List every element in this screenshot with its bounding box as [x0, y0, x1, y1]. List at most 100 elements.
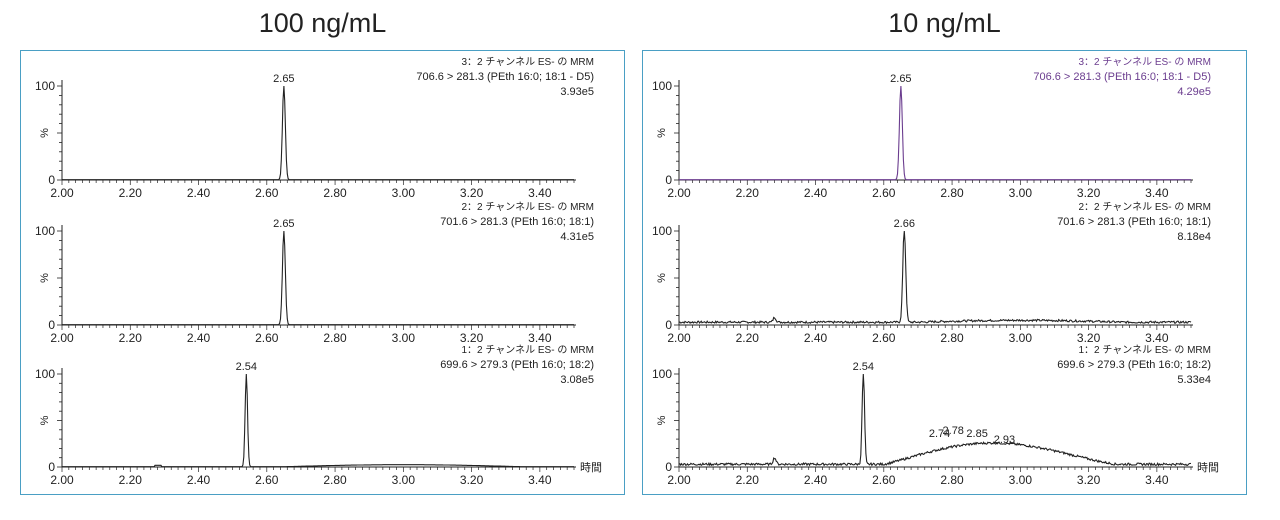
peak-label: 2.54	[236, 361, 257, 373]
x-tick-label: 3.40	[1145, 473, 1169, 487]
x-tick-label: 3.00	[1009, 473, 1033, 487]
x-tick-label: 3.40	[1145, 331, 1169, 345]
trace-header: 1：2 チャンネル ES- の MRM	[1079, 344, 1212, 356]
y-label-100: 100	[35, 224, 55, 238]
trace-intensity: 4.29e5	[1177, 86, 1211, 98]
x-tick-label: 3.20	[460, 331, 484, 345]
chromatogram-0-0: 100% 02.00 2.20 2.40 2.60 2.80 3.00 3.20 3.40 3：2…	[35, 56, 594, 200]
minor-peak-label: 2.74	[929, 428, 950, 440]
x-tick-label: 2.20	[119, 473, 143, 487]
panel-title-right: 10 ng/mL	[888, 8, 1001, 38]
x-tick-label: 3.20	[1077, 186, 1101, 200]
panel-left	[20, 50, 625, 495]
x-tick-label: 3.00	[1009, 331, 1033, 345]
y-label-0: 0	[665, 173, 672, 187]
y-label-0: 0	[665, 318, 672, 332]
x-tick-label: 3.00	[392, 473, 416, 487]
trace-header: 3：2 チャンネル ES- の MRM	[1079, 56, 1212, 68]
trace-line	[678, 373, 1192, 467]
x-tick-label: 3.20	[460, 186, 484, 200]
y-label-0: 0	[48, 318, 55, 332]
x-tick-label: 3.40	[528, 186, 552, 200]
minor-peak-label: 2.78	[943, 425, 964, 437]
trace-transition: 701.6 > 281.3 (PEth 16:0; 18:1)	[440, 216, 594, 228]
x-tick-label: 2.60	[872, 186, 896, 200]
x-tick-label: 2.20	[736, 331, 760, 345]
panel-title-left: 100 ng/mL	[258, 8, 387, 38]
trace-transition: 701.6 > 281.3 (PEth 16:0; 18:1)	[1057, 216, 1211, 228]
y-label-0: 0	[48, 460, 55, 474]
x-tick-label: 2.00	[667, 331, 691, 345]
chromatogram-0-1: 100% 02.00 2.20 2.40 2.60 2.80 3.00 3.20 3.40 2：2…	[35, 201, 594, 345]
y-label-percent: %	[39, 128, 51, 138]
trace-line	[679, 85, 1191, 181]
x-tick-label: 2.40	[804, 331, 828, 345]
trace-transition: 699.6 > 279.3 (PEth 16:0; 18:2)	[440, 359, 594, 371]
y-label-percent: %	[39, 273, 51, 283]
trace-line	[678, 230, 1192, 325]
trace-intensity: 8.18e4	[1177, 231, 1211, 243]
chromatogram-1-0: 100% 02.00 2.20 2.40 2.60 2.80 3.00 3.20 3.40 3：2…	[652, 56, 1211, 200]
trace-header: 2：2 チャンネル ES- の MRM	[1079, 201, 1212, 213]
trace-header: 3：2 チャンネル ES- の MRM	[462, 56, 595, 68]
trace-line	[62, 230, 574, 326]
x-tick-label: 2.00	[667, 186, 691, 200]
trace-intensity: 3.93e5	[560, 86, 594, 98]
x-tick-label: 2.60	[872, 331, 896, 345]
x-tick-label: 2.00	[50, 473, 74, 487]
x-tick-label: 3.20	[1077, 473, 1101, 487]
x-tick-label: 2.00	[50, 331, 74, 345]
x-tick-label: 2.80	[940, 331, 964, 345]
x-tick-label: 3.20	[1077, 331, 1101, 345]
y-label-100: 100	[35, 367, 55, 381]
y-label-100: 100	[35, 79, 55, 93]
peak-label: 2.65	[273, 73, 294, 85]
y-label-100: 100	[652, 367, 672, 381]
x-tick-label: 2.80	[323, 186, 347, 200]
x-tick-label: 2.20	[119, 186, 143, 200]
x-tick-label: 3.40	[1145, 186, 1169, 200]
trace-header: 1：2 チャンネル ES- の MRM	[462, 344, 595, 356]
y-label-percent: %	[39, 415, 51, 425]
x-axis-unit: 時間	[580, 461, 602, 474]
chromatogram-1-2: 100% 02.00 2.20 2.40 2.60 2.80 3.00 3.20 3.40 時間 1…	[652, 344, 1219, 487]
trace-transition: 706.6 > 281.3 (PEth 16:0; 18:1 - D5)	[416, 71, 594, 83]
x-axis-unit: 時間	[1197, 461, 1219, 474]
x-tick-label: 2.60	[872, 473, 896, 487]
y-label-100: 100	[652, 79, 672, 93]
x-tick-label: 3.00	[392, 331, 416, 345]
x-tick-label: 2.00	[50, 186, 74, 200]
x-tick-label: 3.00	[1009, 186, 1033, 200]
y-label-0: 0	[665, 460, 672, 474]
minor-peak-label: 2.85	[966, 428, 987, 440]
chromatogram-0-2: 100% 02.00 2.20 2.40 2.60 2.80 3.00 3.20 3.40 時間 1…	[35, 344, 602, 487]
x-tick-label: 3.20	[460, 473, 484, 487]
x-tick-label: 2.00	[667, 473, 691, 487]
trace-line	[62, 85, 574, 181]
x-tick-label: 2.40	[804, 186, 828, 200]
x-tick-label: 3.40	[528, 473, 552, 487]
x-tick-label: 3.00	[392, 186, 416, 200]
trace-transition: 706.6 > 281.3 (PEth 16:0; 18:1 - D5)	[1033, 71, 1211, 83]
y-label-100: 100	[652, 224, 672, 238]
peak-label: 2.65	[273, 218, 294, 230]
trace-header: 2：2 チャンネル ES- の MRM	[462, 201, 595, 213]
trace-intensity: 4.31e5	[560, 231, 594, 243]
y-label-percent: %	[656, 415, 668, 425]
x-tick-label: 2.40	[187, 331, 211, 345]
x-tick-label: 2.60	[255, 473, 279, 487]
x-tick-label: 2.20	[119, 331, 143, 345]
trace-line	[62, 373, 574, 468]
x-tick-label: 2.60	[255, 186, 279, 200]
peak-label: 2.66	[894, 218, 915, 230]
y-label-percent: %	[656, 273, 668, 283]
x-tick-label: 2.80	[940, 186, 964, 200]
x-tick-label: 2.80	[323, 473, 347, 487]
y-label-0: 0	[48, 173, 55, 187]
x-tick-label: 2.20	[736, 186, 760, 200]
panel-right	[642, 50, 1247, 495]
x-tick-label: 2.40	[187, 186, 211, 200]
chromatogram-1-1: 100% 02.00 2.20 2.40 2.60 2.80 3.00 3.20 3.40 2：2…	[652, 201, 1211, 345]
x-tick-label: 2.40	[187, 473, 211, 487]
